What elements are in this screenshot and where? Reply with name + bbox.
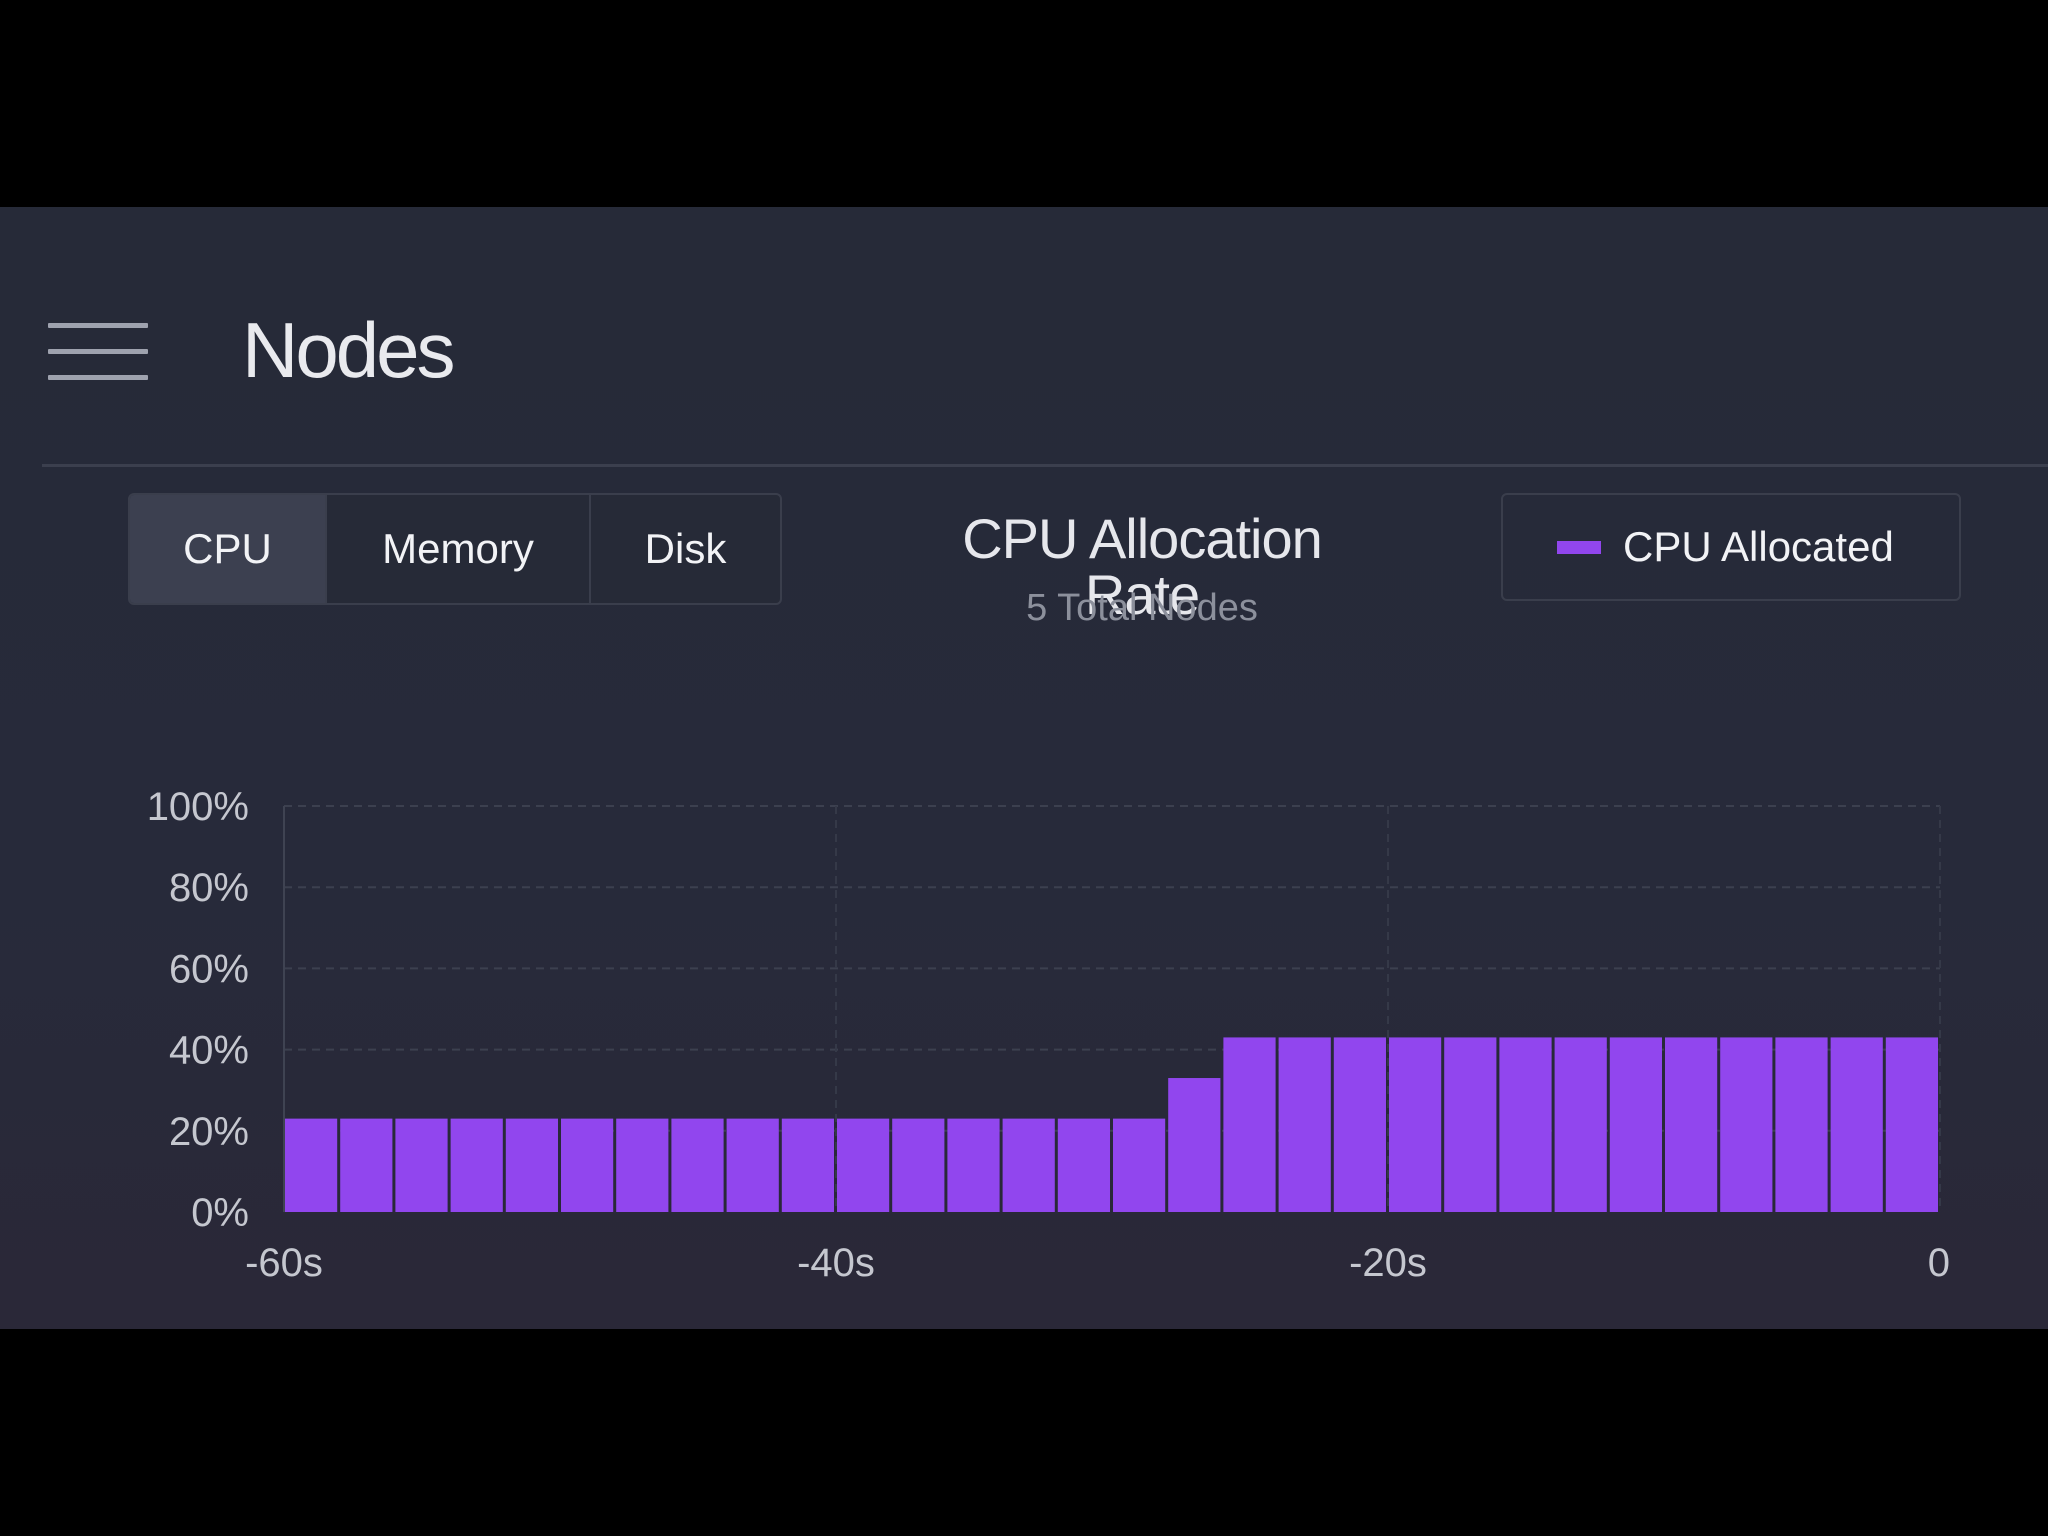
x-tick-label: -40s — [797, 1241, 875, 1285]
bar — [671, 1118, 724, 1212]
page-title: Nodes — [242, 306, 455, 394]
y-tick-label: 0% — [191, 1191, 249, 1235]
y-tick-label: 40% — [169, 1029, 249, 1073]
bar — [285, 1118, 338, 1212]
y-tick-label: 60% — [169, 947, 249, 991]
tab-memory[interactable]: Memory — [327, 495, 591, 603]
resource-tabs: CPU Memory Disk — [128, 493, 782, 605]
bar — [726, 1118, 779, 1212]
chart-title: CPU Allocation Rate — [962, 507, 1323, 626]
bar — [450, 1118, 503, 1212]
bar — [1113, 1118, 1166, 1212]
tab-cpu[interactable]: CPU — [130, 495, 327, 603]
bar — [1720, 1037, 1773, 1212]
bar — [892, 1118, 945, 1212]
tab-disk[interactable]: Disk — [644, 525, 727, 572]
legend-swatch — [1557, 540, 1601, 554]
y-tick-label: 20% — [169, 1110, 249, 1154]
bar — [947, 1118, 1000, 1212]
y-tick-label: 80% — [169, 866, 249, 910]
hamburger-menu-icon[interactable] — [46, 315, 150, 389]
x-tick-label: 0 — [1928, 1241, 1950, 1285]
bar — [1775, 1037, 1828, 1212]
bar — [1002, 1118, 1055, 1212]
bar — [616, 1118, 669, 1212]
x-tick-label: -60s — [245, 1241, 323, 1285]
bar — [340, 1118, 393, 1212]
bar — [1444, 1037, 1497, 1212]
bar — [1885, 1037, 1938, 1212]
legend-label: CPU Allocated — [1623, 523, 1894, 570]
x-tick-label: -20s — [1349, 1241, 1427, 1285]
bar — [1333, 1037, 1386, 1212]
header-divider — [42, 464, 2048, 467]
bar — [1609, 1037, 1662, 1212]
bar — [1057, 1118, 1110, 1212]
bar — [395, 1118, 448, 1212]
bar — [505, 1118, 558, 1212]
y-tick-label: 100% — [147, 785, 249, 829]
bar — [837, 1118, 890, 1212]
bar — [1223, 1037, 1276, 1212]
header: Nodes — [0, 207, 2048, 467]
bar — [561, 1118, 614, 1212]
bar — [1665, 1037, 1718, 1212]
bar — [1389, 1037, 1442, 1212]
bar — [1830, 1037, 1883, 1212]
chart-subtitle: 5 Total Nodes — [1026, 587, 1258, 629]
chart-legend[interactable]: CPU Allocated — [1501, 493, 1961, 601]
bar — [1168, 1078, 1221, 1212]
bar — [1278, 1037, 1331, 1212]
bar — [1554, 1037, 1607, 1212]
bar — [781, 1118, 834, 1212]
bar — [1499, 1037, 1552, 1212]
